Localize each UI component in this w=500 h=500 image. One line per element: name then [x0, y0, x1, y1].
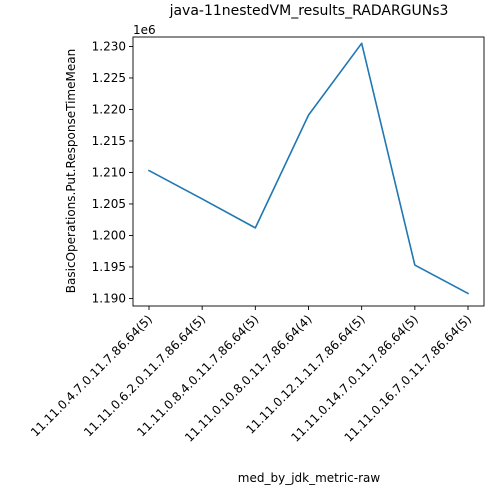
- y-tick-label: 1.225: [92, 71, 126, 85]
- y-tick-label: 1.195: [92, 260, 126, 274]
- chart-title: java-11nestedVM_results_RADARGUNs3: [169, 3, 449, 19]
- y-axis-ticks: 1.190 1.195 1.200 1.205 1.210 1.215 1.220 1.225…: [92, 39, 133, 305]
- x-axis-ticks: 11.11.0.4.7.0.11.7.86.64(5)11.11.0.6.2.0…: [28, 306, 474, 445]
- series-line: [147, 42, 470, 295]
- plot-frame: [132, 36, 485, 307]
- y-tick-label: 1.210: [92, 165, 126, 179]
- y-scale-label: 1e6: [133, 23, 156, 37]
- y-axis-label: BasicOperations.Put.ResponseTimeMean: [64, 49, 78, 293]
- y-tick-label: 1.200: [92, 228, 126, 242]
- y-tick-label: 1.190: [92, 291, 126, 305]
- y-tick-label: 1.215: [92, 134, 126, 148]
- y-tick-label: 1.230: [92, 39, 126, 53]
- y-tick-label: 1.220: [92, 102, 126, 116]
- y-tick-label: 1.205: [92, 197, 126, 211]
- x-axis-label: med_by_jdk_metric-raw: [238, 471, 381, 485]
